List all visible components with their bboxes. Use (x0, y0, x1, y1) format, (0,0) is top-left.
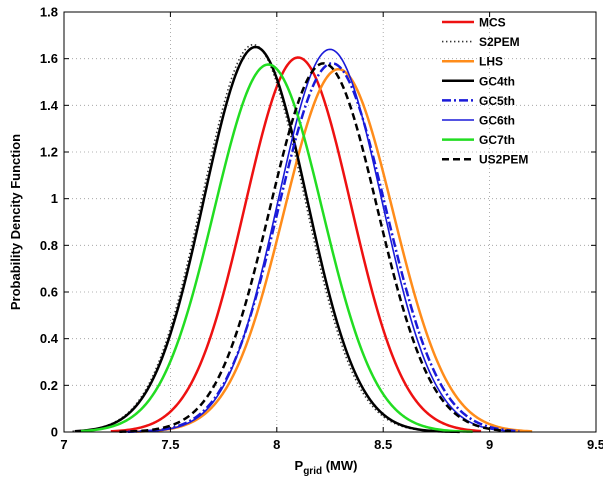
series-line-gc6th (125, 48, 516, 433)
x-axis-title: Pgrid (MW) (295, 458, 358, 477)
y-tick-label: 0 (51, 425, 58, 440)
x-tick-label: 7 (60, 437, 67, 452)
y-tick-label: 0.2 (40, 378, 58, 393)
x-tick-label: 9.5 (587, 437, 603, 452)
series-line-gc4th (74, 45, 460, 434)
grid (64, 12, 596, 432)
y-tick-label: 1.6 (40, 51, 58, 66)
y-tick-label: 0.4 (40, 331, 59, 346)
y-tick-label: 1.8 (40, 5, 58, 20)
legend: MCS S2PEM LHS GC4th GC5th GC6th GC7th US2PEM (442, 16, 528, 167)
legend-label-gc6th: GC6th (479, 114, 515, 128)
legend-label-lhs: LHS (479, 55, 503, 69)
series-line-lhs (136, 67, 533, 433)
x-tick-label: 8 (273, 437, 280, 452)
x-axis-title-main: P (295, 458, 304, 473)
plot-curves (72, 43, 533, 434)
series-line-mcs (110, 56, 482, 433)
legend-label-gc7th: GC7th (479, 133, 515, 147)
x-axis-title-unit: (MW) (322, 458, 357, 473)
legend-label-gc4th: GC4th (479, 74, 515, 88)
x-tick-label: 8.5 (374, 437, 392, 452)
legend-label-mcs: MCS (479, 16, 506, 30)
legend-label-us2pem: US2PEM (479, 153, 528, 167)
y-tick-label: 1.2 (40, 145, 58, 160)
axes: 7 7.5 8 8.5 9 9.5 0 0.2 0.4 0.6 0.8 1 1.2 1.4 1.6 1.8 (40, 5, 603, 453)
legend-label-gc5th: GC5th (479, 94, 515, 108)
y-axis-title: Probability Dencity Function (8, 134, 23, 310)
series-line-us2pem (119, 62, 511, 433)
series-line-gc5th (127, 62, 520, 433)
y-tick-label: 1.4 (40, 98, 59, 113)
series-line-gc7th (80, 63, 473, 433)
y-tick-label: 0.6 (40, 285, 58, 300)
x-tick-label: 9 (486, 437, 493, 452)
series-line-s2pem (72, 43, 460, 433)
x-axis-title-subscript: grid (303, 466, 322, 477)
legend-label-s2pem: S2PEM (479, 35, 520, 49)
y-tick-label: 0.8 (40, 238, 58, 253)
x-tick-label: 7.5 (161, 437, 179, 452)
y-tick-label: 1 (51, 191, 58, 206)
plot-frame (63, 11, 597, 433)
